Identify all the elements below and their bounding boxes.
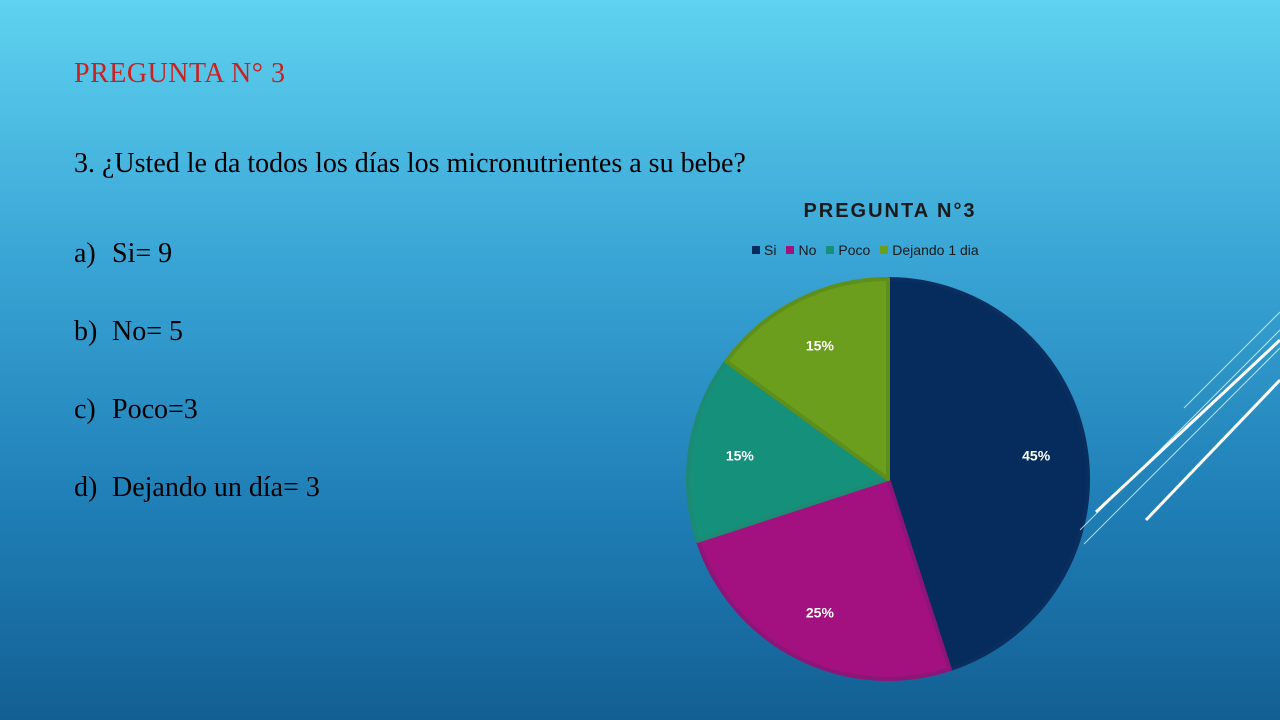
option-letter: a) [74,238,96,269]
chart-title: PREGUNTA N°3 [803,200,977,222]
pie-slice-dejando-1-dia [724,277,890,481]
legend-item-dejando: Dejando 1 dia [880,242,979,258]
pie-data-label: 45% [1022,448,1051,464]
option-letter: d) [74,472,98,503]
legend-swatch [786,246,795,254]
legend-item-si: Si [752,242,776,258]
legend-label: Dejando 1 dia [892,242,979,258]
legend-label: No [798,242,817,258]
legend-swatch [752,246,760,254]
answer-options-list: a) Si= 9 b) No= 5 c) Poco=3 d) Dejando un dí… [74,238,320,550]
pie-data-label: 15% [726,448,755,464]
pie-data-label: 15% [806,337,835,353]
slide-title: PREGUNTA N° 3 [74,58,286,89]
option-text: Si= 9 [112,238,173,269]
pie-slice-poco [686,359,890,543]
option-item-b: b) No= 5 [74,316,320,394]
option-letter: c) [74,394,96,425]
option-text: No= 5 [112,316,184,347]
pie-data-label: 25% [806,605,835,621]
option-item-c: c) Poco=3 [74,394,320,472]
legend-swatch [826,246,835,254]
question-text: 3. ¿Usted le da todos los días los micro… [74,148,746,179]
option-text: Dejando un día= 3 [112,472,320,503]
option-item-a: a) Si= 9 [74,238,320,316]
option-item-d: d) Dejando un día= 3 [74,472,320,550]
chart-legend: Si No Poco Dejando 1 dia [752,242,979,258]
legend-swatch [880,246,889,254]
legend-label: Si [764,242,777,258]
legend-item-poco: Poco [826,242,870,258]
option-text: Poco=3 [112,394,198,425]
legend-item-no: No [786,242,816,258]
legend-label: Poco [838,242,871,258]
pie-slice-no [695,477,952,681]
option-letter: b) [74,316,98,347]
